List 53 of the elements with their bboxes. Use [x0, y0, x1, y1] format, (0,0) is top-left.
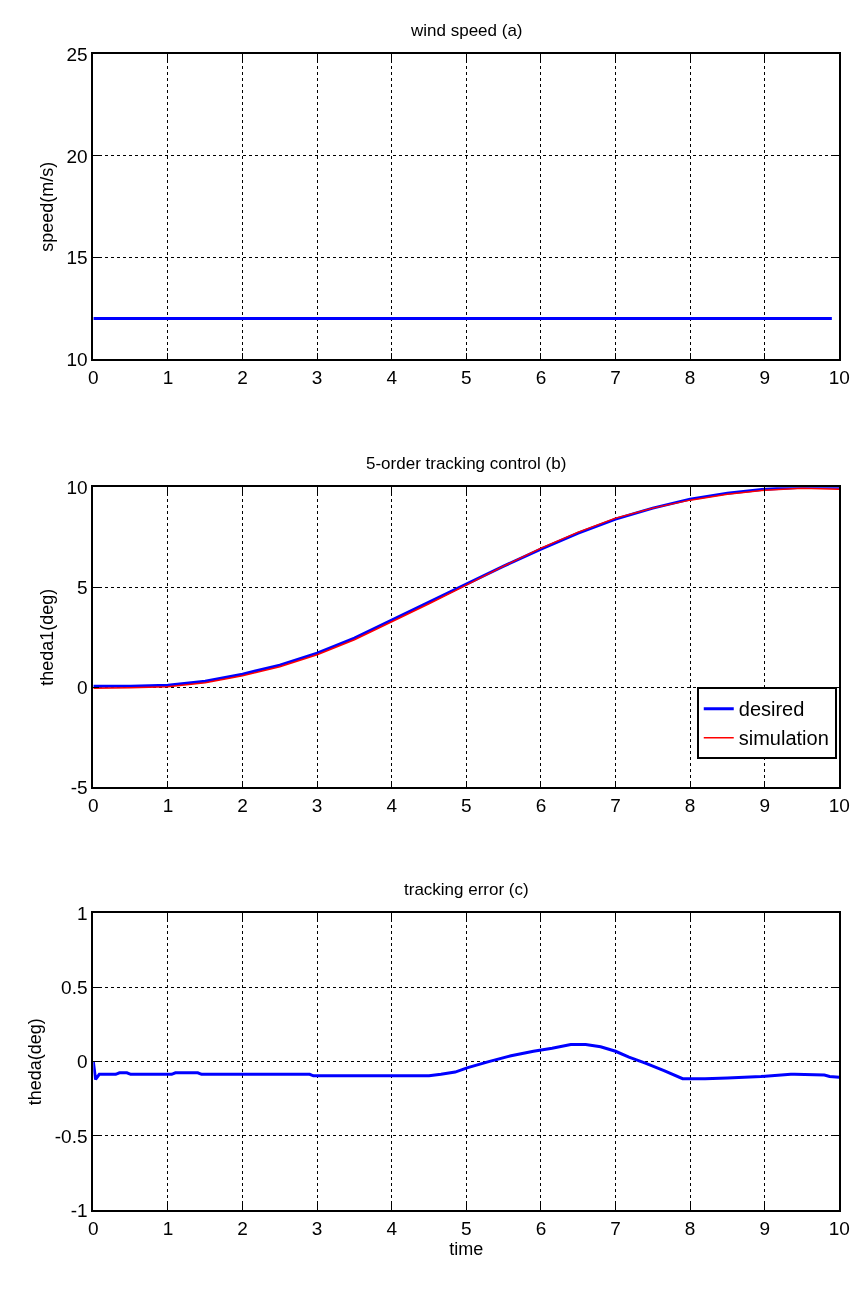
x-tick-label: 6: [535, 1218, 547, 1240]
x-tick-label: 9: [759, 1218, 771, 1240]
x-tick-label: 8: [684, 367, 696, 389]
y-tick-label: -0.5: [54, 1125, 88, 1147]
y-axis-title: theda1(deg): [37, 588, 58, 686]
y-tick-label: 0.5: [61, 977, 88, 999]
y-tick-label: -1: [70, 1199, 88, 1221]
x-tick-label: 5: [461, 794, 472, 816]
x-tick-label: 10: [828, 794, 850, 816]
x-tick-label: 3: [311, 1218, 323, 1240]
x-tick-label: 4: [386, 1218, 398, 1240]
x-tick-label: 4: [386, 794, 398, 816]
x-axis-title: time: [449, 1239, 484, 1260]
x-tick-label: 9: [759, 367, 771, 389]
y-axis-title: speed(m/s): [37, 161, 58, 252]
x-tick-label: 2: [237, 794, 248, 816]
y-tick-label: 5: [76, 576, 88, 598]
x-tick-label: 1: [162, 1218, 174, 1240]
x-tick-label: 1: [162, 794, 174, 816]
y-tick-label: -5: [70, 776, 88, 798]
chart-title: wind speed (a): [410, 21, 523, 40]
y-tick-label: 0: [76, 676, 88, 698]
x-tick-label: 5: [461, 1218, 472, 1240]
x-tick-label: 2: [237, 1218, 248, 1240]
x-tick-label: 7: [610, 367, 621, 389]
x-tick-label: 3: [311, 367, 323, 389]
x-tick-label: 7: [610, 1218, 621, 1240]
chart-title: tracking error (c): [404, 880, 529, 899]
y-tick-label: 1: [76, 902, 88, 924]
chart-title: 5-order tracking control (b): [366, 454, 567, 473]
x-tick-label: 3: [311, 794, 323, 816]
x-tick-label: 6: [535, 794, 547, 816]
y-tick-label: 25: [66, 43, 88, 65]
y-axis-title: theda(deg): [25, 1018, 46, 1106]
x-tick-label: 2: [237, 367, 248, 389]
x-tick-label: 7: [610, 794, 621, 816]
x-tick-label: 8: [684, 794, 696, 816]
y-tick-label: 0: [76, 1051, 88, 1073]
x-tick-label: 6: [535, 367, 547, 389]
x-tick-label: 5: [461, 367, 472, 389]
line-series: [93, 1043, 840, 1081]
y-tick-label: 15: [66, 247, 88, 269]
y-tick-label: 20: [66, 145, 88, 167]
x-tick-label: 4: [386, 367, 398, 389]
x-tick-label: 9: [759, 794, 771, 816]
x-tick-label: 1: [162, 367, 174, 389]
x-tick-label: 10: [828, 1218, 850, 1240]
x-tick-label: 8: [684, 1218, 696, 1240]
x-tick-label: 10: [828, 367, 850, 389]
legend-label: simulation: [738, 727, 829, 750]
y-tick-label: 10: [66, 476, 88, 498]
y-tick-label: 10: [66, 348, 88, 370]
legend-label: desired: [738, 698, 805, 721]
